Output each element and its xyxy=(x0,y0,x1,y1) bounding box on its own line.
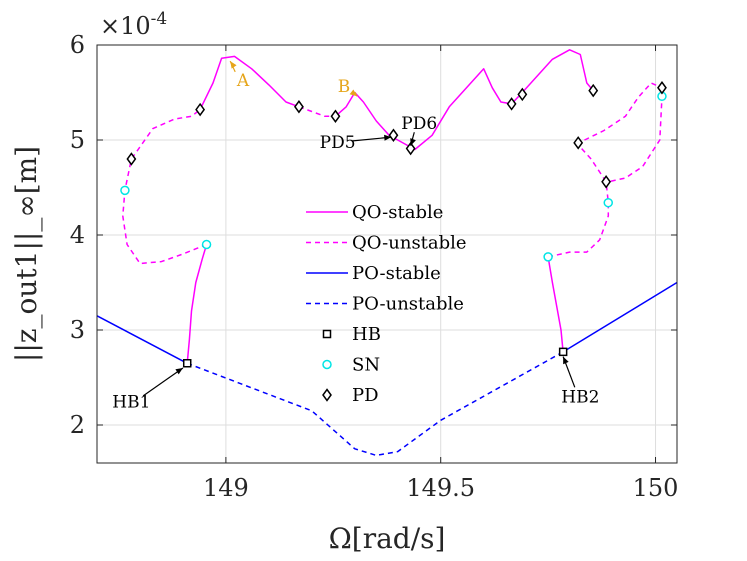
legend-label: PO-unstable xyxy=(352,294,464,315)
y-axis-title: ||z_out1||_∞[m] xyxy=(10,146,43,362)
legend-label: QO-stable xyxy=(352,202,443,223)
x-tick-label: 149 xyxy=(203,474,249,502)
x-tick-label: 150 xyxy=(633,474,679,502)
marker-pd xyxy=(388,128,399,143)
series-line-qo-stable xyxy=(334,49,594,151)
y-tick-label: 6 xyxy=(70,31,85,59)
annotation-label: B xyxy=(338,77,351,97)
legend: QO-stable QO-unstable PO-stable PO-unstable… xyxy=(306,202,467,406)
series-line-po-stable xyxy=(562,281,678,353)
annotation-arrowhead xyxy=(349,89,357,97)
annotation-arrowhead xyxy=(384,134,392,141)
annotation-arrowhead xyxy=(175,368,183,375)
marker-pd xyxy=(330,109,341,124)
series-line-po-unstable xyxy=(186,351,564,457)
marker-pd xyxy=(657,80,667,95)
legend-label: PD xyxy=(352,385,379,406)
legend-label: QO-unstable xyxy=(352,233,467,254)
series-line-qo-stable xyxy=(186,244,208,364)
marker-pd xyxy=(517,87,528,102)
marker-pd xyxy=(601,175,612,189)
annotation-label: PD5 xyxy=(320,133,356,153)
y-axis-multiplier: ×10-4 xyxy=(100,9,167,40)
marker-hb xyxy=(182,359,192,368)
y-tick-label: 5 xyxy=(70,126,85,154)
legend-marker xyxy=(322,359,332,370)
x-tick-label: 149.5 xyxy=(406,474,475,502)
legend-label: PO-stable xyxy=(352,263,441,284)
y-tick-label: 4 xyxy=(70,221,85,249)
marker-pd xyxy=(293,99,304,114)
annotation-arrow xyxy=(142,367,184,397)
marker-sn xyxy=(603,197,614,208)
annotation-arrowhead xyxy=(563,356,569,365)
annotation-arrowhead xyxy=(230,61,237,69)
marker-layer xyxy=(120,80,667,368)
marker-pd xyxy=(588,83,599,98)
marker-pd xyxy=(506,97,517,111)
series-line-qo-stable xyxy=(199,55,300,110)
annotation-label: PD6 xyxy=(401,114,437,134)
legend-marker xyxy=(322,388,332,402)
y-tick-label: 3 xyxy=(70,316,85,344)
legend-marker xyxy=(322,329,332,339)
marker-pd xyxy=(195,102,206,117)
series-line-qo-stable xyxy=(547,256,564,352)
ticks: 149 149.5 150 2 3 4 5 6 xyxy=(70,31,679,502)
series-line-qo-unstable xyxy=(547,82,663,258)
x-axis-title: Ω[rad/s] xyxy=(329,522,446,555)
marker-sn xyxy=(120,185,130,196)
annotations: A B PD5 PD6 HB1 HB2 xyxy=(112,60,599,412)
annotation-label: HB2 xyxy=(561,388,599,408)
annotation-label: A xyxy=(236,71,250,91)
marker-sn xyxy=(543,252,553,262)
marker-pd xyxy=(126,152,137,166)
series-line-po-stable xyxy=(96,315,188,364)
annotation-arrow xyxy=(354,91,358,97)
marker-pd xyxy=(405,141,416,156)
legend-label: SN xyxy=(352,355,380,376)
legend-label: HB xyxy=(352,324,381,345)
series-line-qo-unstable xyxy=(298,106,336,118)
plot-frame xyxy=(96,44,678,464)
marker-hb xyxy=(558,347,568,357)
y-tick-label: 2 xyxy=(70,411,85,439)
series-layer xyxy=(96,49,678,457)
marker-sn xyxy=(201,239,212,250)
annotation-label: HB1 xyxy=(112,392,150,412)
annotation-arrowhead xyxy=(410,138,416,146)
marker-pd xyxy=(573,136,584,150)
